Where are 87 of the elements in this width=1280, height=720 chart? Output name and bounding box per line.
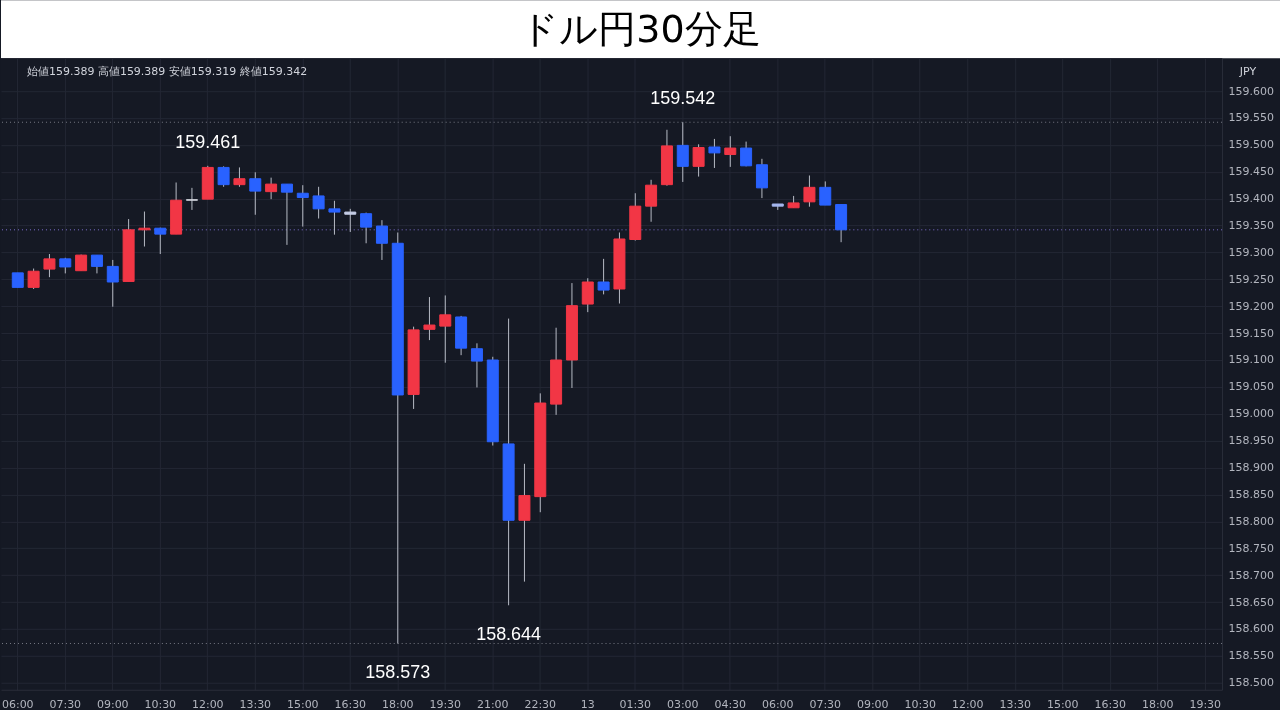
y-tick-label: 158.700 (1228, 568, 1274, 582)
candlestick (249, 171, 262, 216)
y-tick-label: 159.300 (1228, 245, 1274, 259)
candlestick (280, 183, 293, 246)
candlestick (581, 277, 594, 313)
y-tick-label: 159.600 (1228, 84, 1274, 98)
candlestick (375, 219, 388, 261)
candlestick (90, 254, 103, 274)
x-tick-label: 13 (580, 698, 595, 712)
x-tick-label: 19:30 (1189, 698, 1222, 712)
y-tick-label: 158.500 (1228, 676, 1274, 690)
y-tick-label: 158.750 (1228, 541, 1274, 555)
y-tick-label: 158.600 (1228, 622, 1274, 636)
x-tick-label: 13:30 (999, 698, 1032, 712)
y-tick-label: 158.800 (1228, 514, 1274, 528)
y-tick-label: 159.250 (1228, 272, 1274, 286)
candlestick (676, 121, 689, 183)
y-tick-label: 159.200 (1228, 299, 1274, 313)
candlestick (296, 184, 309, 228)
x-tick-label: 07:30 (49, 698, 82, 712)
annotation: 158.573 (365, 662, 431, 683)
annotation: 158.644 (476, 624, 542, 645)
x-tick-label: 18:00 (381, 698, 414, 712)
candlestick (344, 208, 357, 233)
x-tick-label: 01:30 (619, 698, 652, 712)
annotation: 始値159.389 高値159.389 安値159.319 終値159.342 (26, 65, 308, 79)
candlestick (692, 143, 705, 178)
y-tick-label: 159.550 (1228, 111, 1274, 125)
annotation: 159.542 (650, 88, 716, 109)
candlestick (185, 187, 198, 211)
x-tick-label: 16:30 (1094, 698, 1127, 712)
x-tick-label: 13:30 (239, 698, 272, 712)
x-tick-label: 18:00 (1141, 698, 1174, 712)
candlestick (312, 186, 325, 220)
x-tick-label: 10:30 (904, 698, 937, 712)
x-tick-label: 09:00 (96, 698, 129, 712)
candlestick (27, 268, 40, 290)
x-tick-label: 16:30 (334, 698, 367, 712)
candlestick (645, 179, 658, 223)
candlestick (217, 165, 230, 188)
x-tick-label: 07:30 (809, 698, 842, 712)
text: JPY (1238, 65, 1257, 79)
y-tick-label: 159.050 (1228, 380, 1274, 394)
y-tick-label: 158.550 (1228, 649, 1274, 663)
y-tick-label: 159.450 (1228, 165, 1274, 179)
candlestick (755, 158, 768, 199)
x-tick-label: 22:30 (524, 698, 557, 712)
candlestick (360, 212, 373, 244)
candlestick (265, 177, 278, 200)
x-tick-label: 15:00 (1046, 698, 1079, 712)
x-tick-label: 10:30 (144, 698, 177, 712)
x-tick-label: 04:30 (714, 698, 747, 712)
y-tick-label: 159.400 (1228, 192, 1274, 206)
x-tick-label: 06:00 (1, 698, 34, 712)
y-tick-label: 159.500 (1228, 138, 1274, 152)
candlestick (724, 135, 737, 168)
y-tick-label: 159.350 (1228, 219, 1274, 233)
y-tick-label: 158.650 (1228, 595, 1274, 609)
candlestick (708, 138, 721, 169)
candlestick (154, 227, 167, 255)
y-tick-label: 159.100 (1228, 353, 1274, 367)
x-tick-label: 09:00 (856, 698, 889, 712)
x-tick-label: 19:30 (429, 698, 462, 712)
candlestick (439, 294, 452, 364)
y-tick-label: 158.950 (1228, 434, 1274, 448)
y-tick-label: 158.850 (1228, 487, 1274, 501)
x-tick-label: 12:00 (191, 698, 224, 712)
y-tick-label: 158.900 (1228, 461, 1274, 475)
candlestick (597, 258, 610, 295)
x-tick-label: 03:00 (666, 698, 699, 712)
candlestick (233, 166, 246, 188)
candlestick (819, 180, 832, 206)
y-tick-label: 159.000 (1228, 407, 1274, 421)
candlestick (803, 175, 816, 208)
candlestick (423, 296, 436, 341)
x-tick-label: 15:00 (286, 698, 319, 712)
y-tick-label: 159.150 (1228, 326, 1274, 340)
candlestick (43, 253, 56, 278)
candlestick (740, 141, 753, 167)
x-tick-label: 12:00 (951, 698, 984, 712)
candlestick (470, 342, 483, 388)
candlestick (106, 259, 119, 308)
annotation: 159.461 (175, 131, 241, 152)
x-tick-label: 06:00 (761, 698, 794, 712)
candlestick (328, 200, 341, 236)
x-tick-label: 21:00 (476, 698, 509, 712)
chart-title: ドル円30分足 (520, 7, 761, 52)
